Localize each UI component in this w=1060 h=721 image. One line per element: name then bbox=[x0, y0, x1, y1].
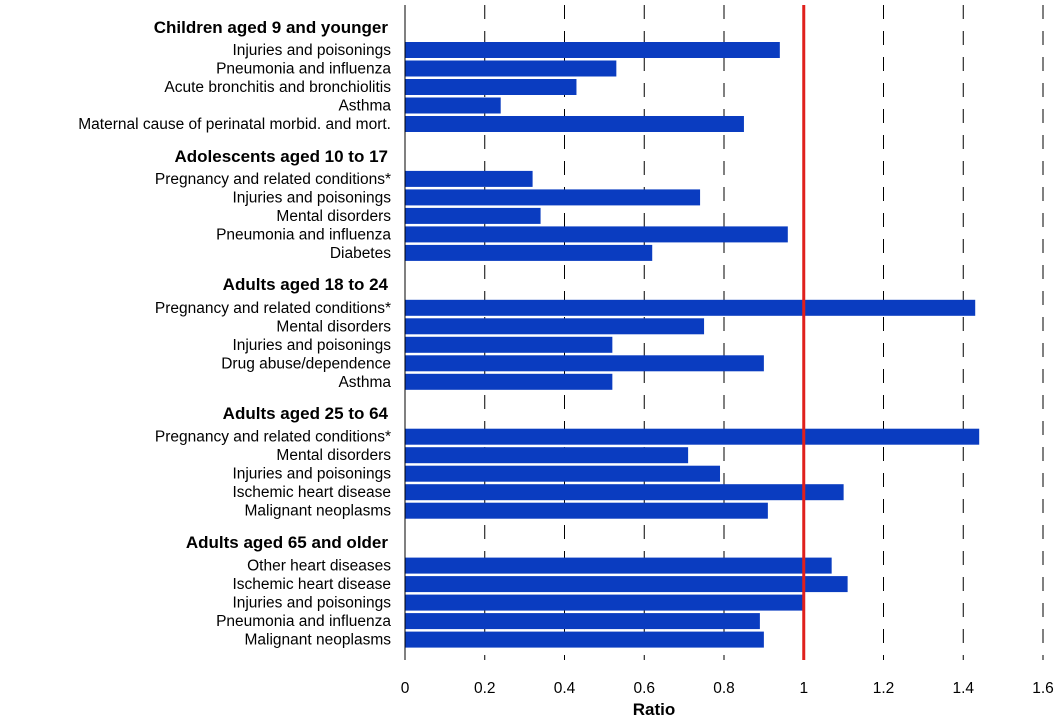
category-label: Pneumonia and influenza bbox=[216, 226, 391, 243]
category-label: Injuries and poisonings bbox=[232, 337, 391, 354]
bar bbox=[405, 502, 768, 519]
x-tick-label: 1.6 bbox=[1032, 680, 1054, 697]
group-label: Children aged 9 and younger bbox=[154, 18, 389, 37]
category-label: Diabetes bbox=[330, 245, 391, 262]
bar bbox=[405, 631, 764, 648]
category-label: Pregnancy and related conditions* bbox=[155, 300, 391, 317]
bar bbox=[405, 189, 701, 206]
category-label: Asthma bbox=[338, 374, 391, 391]
bar bbox=[405, 576, 848, 593]
category-label: Pneumonia and influenza bbox=[216, 61, 391, 78]
bar bbox=[405, 79, 577, 95]
x-tick-label: 1.4 bbox=[952, 680, 974, 697]
bar bbox=[405, 373, 613, 390]
category-label: Acute bronchitis and bronchiolitis bbox=[164, 79, 391, 96]
category-label: Pneumonia and influenza bbox=[216, 613, 391, 630]
x-tick-label: 0 bbox=[401, 680, 410, 697]
category-label: Mental disorders bbox=[276, 447, 391, 464]
category-label: Injuries and poisonings bbox=[232, 42, 391, 59]
category-label: Pregnancy and related conditions* bbox=[155, 171, 391, 188]
x-tick-label: 0.8 bbox=[713, 680, 735, 697]
category-label: Ischemic heart disease bbox=[232, 484, 391, 501]
category-label: Other heart diseases bbox=[247, 558, 391, 575]
bar bbox=[405, 428, 980, 445]
group-label: Adolescents aged 10 to 17 bbox=[174, 147, 388, 166]
bar bbox=[405, 484, 844, 501]
category-label: Malignant neoplasms bbox=[245, 503, 392, 520]
x-tick-label: 1 bbox=[799, 680, 808, 697]
group-label: Adults aged 18 to 24 bbox=[223, 275, 389, 294]
bar bbox=[405, 465, 721, 482]
category-label: Injuries and poisonings bbox=[232, 189, 391, 206]
bar bbox=[405, 318, 705, 335]
x-tick-label: 1.2 bbox=[873, 680, 895, 697]
category-label: Mental disorders bbox=[276, 318, 391, 335]
category-label: Mental disorders bbox=[276, 208, 391, 225]
bar bbox=[405, 97, 501, 114]
bar bbox=[405, 42, 780, 58]
x-axis: 0 0.2 0.4 0.6 0.8 1 1.2 1.4 1.6 bbox=[401, 5, 1054, 697]
category-label: Malignant neoplasms bbox=[245, 632, 392, 649]
x-axis-title: Ratio bbox=[633, 700, 676, 719]
category-label: Asthma bbox=[338, 98, 391, 115]
group-label: Adults aged 25 to 64 bbox=[223, 404, 389, 423]
x-tick-label: 0.6 bbox=[633, 680, 655, 697]
bar bbox=[405, 299, 976, 316]
x-tick-label: 0.4 bbox=[554, 680, 576, 697]
group-label: Adults aged 65 and older bbox=[186, 533, 389, 552]
bar bbox=[405, 447, 689, 464]
bar bbox=[405, 60, 617, 77]
bar bbox=[405, 170, 533, 187]
category-label: Drug abuse/dependence bbox=[221, 355, 391, 372]
bar bbox=[405, 336, 613, 353]
bar bbox=[405, 557, 832, 574]
category-label: Pregnancy and related conditions* bbox=[155, 429, 391, 446]
bar bbox=[405, 594, 804, 611]
bar bbox=[405, 116, 744, 132]
category-labels: Children aged 9 and younger Injuries and … bbox=[78, 18, 391, 649]
bar bbox=[405, 226, 788, 243]
category-label: Injuries and poisonings bbox=[232, 595, 391, 612]
bar bbox=[405, 355, 764, 372]
bar bbox=[405, 613, 760, 630]
category-label: Maternal cause of perinatal morbid. and … bbox=[78, 116, 391, 133]
bar bbox=[405, 207, 541, 224]
x-tick-label: 0.2 bbox=[474, 680, 496, 697]
category-label: Injuries and poisonings bbox=[232, 466, 391, 483]
bars bbox=[405, 42, 980, 648]
bar bbox=[405, 244, 653, 261]
category-label: Ischemic heart disease bbox=[232, 576, 391, 593]
